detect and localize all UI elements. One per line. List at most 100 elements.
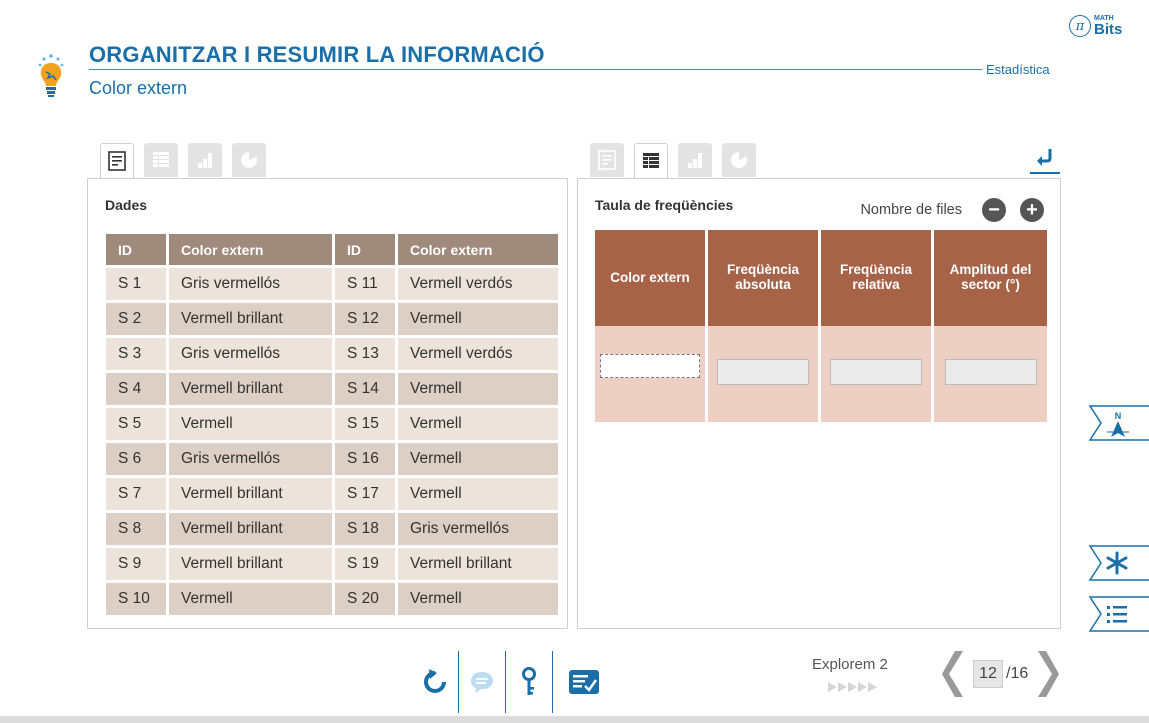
table-cell: S 20 [335,583,395,615]
data-panel: Dades ID Color extern ID Color extern S … [87,178,568,629]
tab-data-view-right[interactable] [590,143,624,177]
table-row: S 4 Vermell brillant S 14 Vermell [106,373,558,405]
sector-amplitude-input[interactable] [944,358,1037,385]
progress-step [838,682,847,692]
category-input[interactable] [600,354,700,378]
table-cell: Vermell verdós [398,338,558,370]
tab-table-view-right[interactable] [634,143,668,179]
table-row: S 1 Gris vermellós S 11 Vermell verdós [106,268,558,300]
minus-icon: − [988,199,1000,221]
table-cell: S 9 [106,548,166,580]
add-row-button[interactable]: + [1020,198,1044,222]
table-icon [153,152,169,167]
document-icon [598,150,616,170]
key-icon [522,667,536,695]
activity-label: Explorem 2 [812,656,888,673]
table-cell: Vermell [398,478,558,510]
list-side-tab[interactable] [1087,596,1149,632]
current-page-input[interactable]: 12 [973,660,1003,688]
table-row: S 2 Vermell brillant S 12 Vermell [106,303,558,335]
progress-step [848,682,857,692]
table-row: S 6 Gris vermellós S 16 Vermell [106,443,558,475]
table-cell: S 11 [335,268,395,300]
back-button[interactable] [1030,142,1060,174]
remove-row-button[interactable]: − [982,198,1006,222]
column-header: Color extern [595,230,705,326]
table-row: S 8 Vermell brillant S 18 Gris vermellós [106,513,558,545]
sector-amplitude-cell [934,326,1047,422]
compass-side-tab[interactable]: N [1087,405,1149,441]
tab-data-view[interactable] [100,143,134,179]
page-total: /16 [1006,665,1029,682]
toolbar-divider [552,651,553,713]
row-count-controls: Nombre de files − + [860,198,1044,222]
frequency-panel-label: Taula de freqüències [595,197,734,213]
table-cell: Vermell brillant [169,478,332,510]
table-cell: S 3 [106,338,166,370]
star-side-tab[interactable] [1087,545,1149,581]
bar-chart-icon [198,153,212,168]
next-page-button[interactable] [1034,648,1060,700]
table-cell: S 12 [335,303,395,335]
document-icon [108,151,126,171]
table-cell: Vermell [169,583,332,615]
pie-chart-icon [731,152,747,168]
checklist-icon [569,670,599,694]
tab-pie-chart-view-right[interactable] [722,143,756,177]
data-panel-label: Dades [105,197,148,213]
table-cell: Vermell brillant [398,548,558,580]
toolbar-divider [458,651,459,713]
check-answers-button[interactable] [553,652,615,712]
table-cell: S 4 [106,373,166,405]
frequency-panel: Taula de freqüències Nombre de files − +… [577,178,1061,629]
table-cell: S 1 [106,268,166,300]
tab-pie-chart-view[interactable] [232,143,266,177]
data-table: ID Color extern ID Color extern S 1 Gris … [103,231,561,618]
hint-button[interactable] [459,652,505,712]
absolute-frequency-input[interactable] [717,358,809,385]
reload-icon [424,669,446,693]
progress-indicator [828,682,877,692]
data-table-header: ID Color extern ID Color extern [106,234,558,265]
table-cell: S 2 [106,303,166,335]
table-cell: S 19 [335,548,395,580]
bottom-toolbar [412,651,615,713]
toolbar-divider [505,651,506,713]
column-header: Color extern [169,234,332,265]
table-cell: S 17 [335,478,395,510]
svg-text:N: N [1115,411,1122,421]
mathbits-logo: π MATH Bits [1069,13,1122,39]
progress-step [858,682,867,692]
table-row: S 5 Vermell S 15 Vermell [106,408,558,440]
solution-key-button[interactable] [506,652,552,712]
absolute-frequency-cell [708,326,818,422]
return-arrow-icon [1037,149,1052,166]
tab-table-view[interactable] [144,143,178,177]
right-view-tabs [590,143,756,179]
page-title: ORGANITZAR I RESUMIR LA INFORMACIÓ [89,42,545,67]
table-cell: S 16 [335,443,395,475]
table-cell: Vermell brillant [169,513,332,545]
table-row: S 7 Vermell brillant S 17 Vermell [106,478,558,510]
frequency-table-header: Color extern Freqüència absoluta Freqüèn… [595,230,1047,326]
table-cell: Gris vermellós [398,513,558,545]
bar-chart-icon [688,153,702,168]
column-header: Amplitud del sector (°) [934,230,1047,326]
table-cell: Gris vermellós [169,443,332,475]
section-tag: Estadística [986,62,1050,77]
reset-button[interactable] [412,652,458,712]
table-row: S 9 Vermell brillant S 19 Vermell brillant [106,548,558,580]
table-cell: S 8 [106,513,166,545]
tab-bar-chart-view-right[interactable] [678,143,712,177]
title-divider [89,69,982,70]
tab-bar-chart-view[interactable] [188,143,222,177]
column-header: Freqüència absoluta [708,230,818,326]
table-cell: S 5 [106,408,166,440]
row-count-label: Nombre de files [860,202,962,218]
table-cell: S 7 [106,478,166,510]
relative-frequency-input[interactable] [830,358,922,385]
previous-page-button[interactable] [941,648,967,700]
brand-big-text: Bits [1094,21,1123,38]
table-cell: Vermell [398,303,558,335]
page-subtitle: Color extern [89,78,188,98]
